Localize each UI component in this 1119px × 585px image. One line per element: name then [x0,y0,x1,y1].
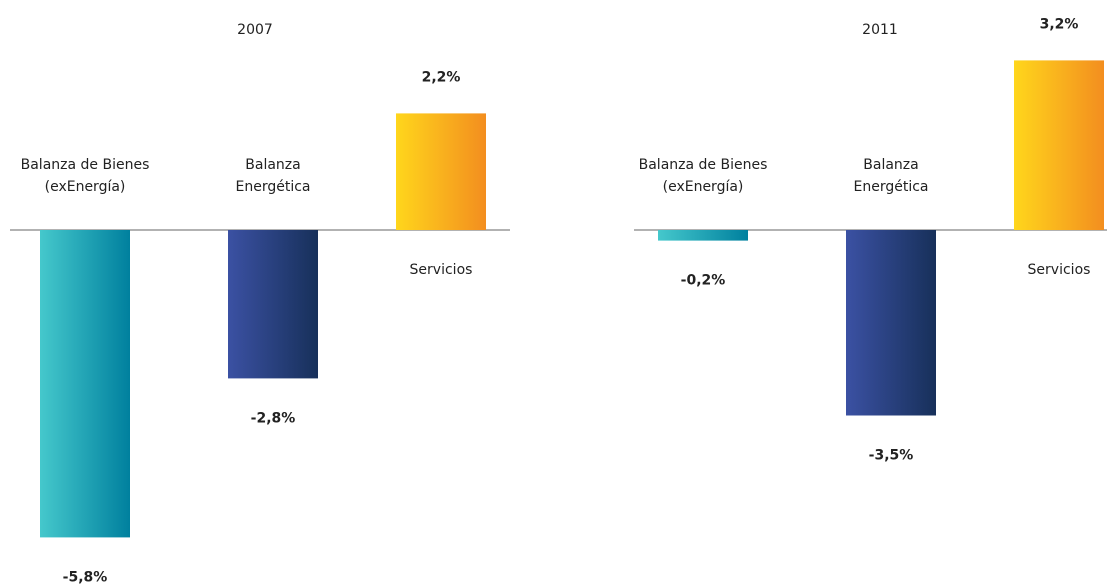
category-label: (exEnergía) [663,179,744,195]
bar [658,230,748,241]
value-label: 2,2% [422,69,461,85]
chart-title: 2007 [237,22,273,38]
chart-title: 2011 [862,22,898,38]
value-label: -3,5% [869,448,914,464]
bar [228,230,318,379]
value-label: -0,2% [681,273,726,289]
value-label: -5,8% [63,569,108,585]
bar [846,230,936,416]
bar [1014,60,1104,231]
category-label: Balanza de Bienes [21,157,150,173]
category-label: Balanza de Bienes [639,157,768,173]
category-label: Balanza [863,157,918,173]
bar [396,113,486,230]
category-label: Energética [236,179,311,195]
category-label: (exEnergía) [45,179,126,195]
value-label: -2,8% [251,410,296,426]
category-label: Servicios [410,262,473,278]
bar [40,230,130,538]
category-label: Energética [854,179,929,195]
value-label: 3,2% [1040,16,1079,32]
category-label: Servicios [1028,262,1091,278]
category-label: Balanza [245,157,300,173]
